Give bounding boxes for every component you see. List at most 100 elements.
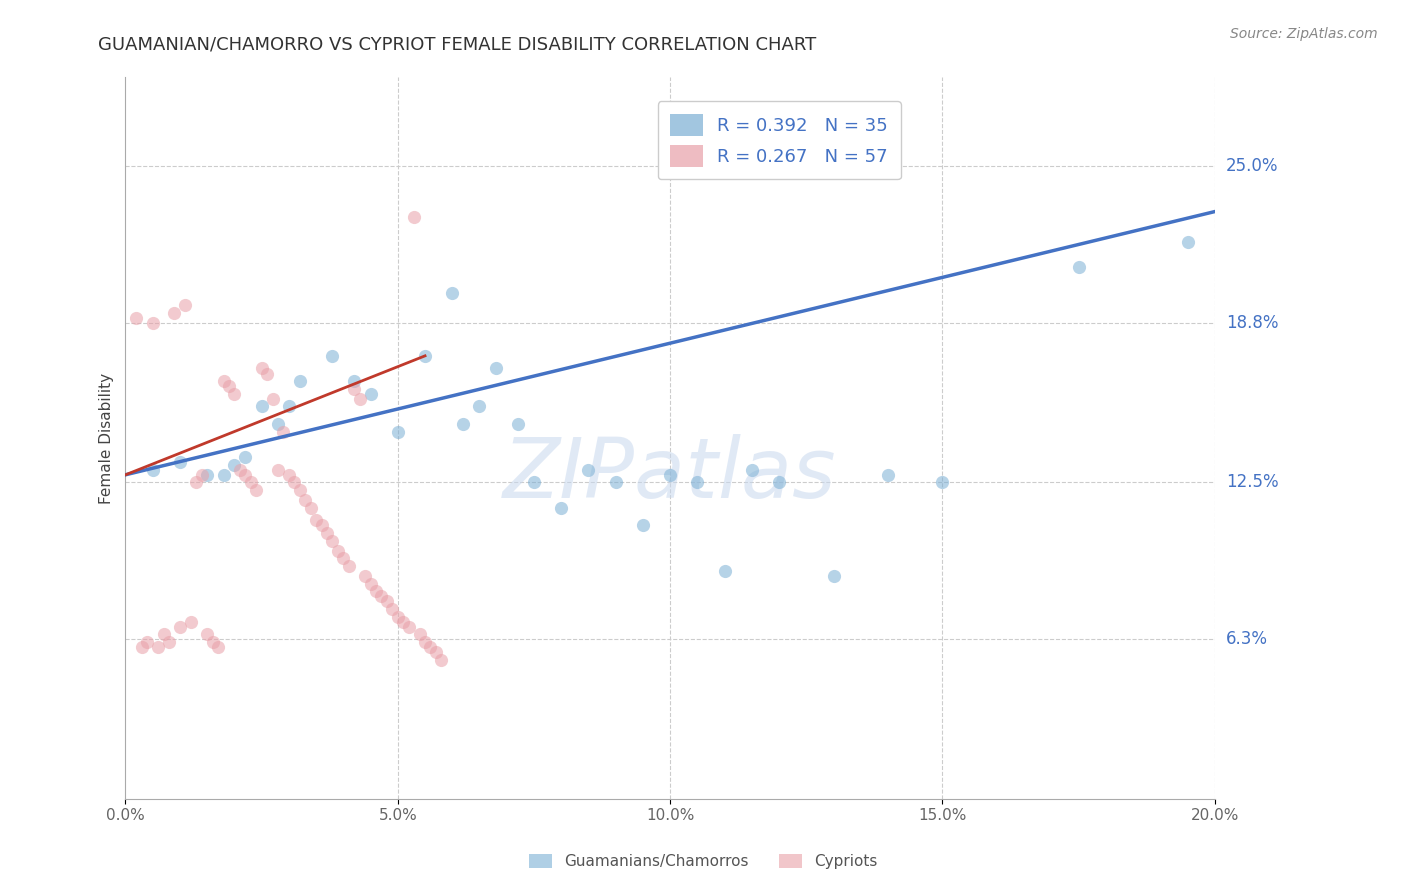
Point (239, 475, 262, 490)
Point (631, 518, 654, 533)
Point (375, 594, 398, 608)
Text: 18.8%: 18.8% (1226, 314, 1278, 332)
Point (311, 518, 333, 533)
Point (468, 400, 491, 414)
Text: 25.0%: 25.0% (1226, 157, 1278, 175)
Point (142, 316, 165, 330)
Point (273, 425, 295, 439)
Point (288, 483, 311, 497)
Point (195, 627, 218, 641)
Point (413, 635, 436, 649)
Point (267, 463, 290, 477)
Point (218, 379, 240, 393)
Point (360, 576, 382, 591)
Text: 6.3%: 6.3% (1226, 631, 1268, 648)
Point (157, 635, 180, 649)
Point (387, 425, 409, 439)
Y-axis label: Female Disability: Female Disability (100, 373, 114, 504)
Point (392, 615, 415, 629)
Point (316, 526, 339, 541)
Point (190, 467, 212, 482)
Point (212, 374, 235, 388)
Legend: Guamanians/Chamorros, Cypriots: Guamanians/Chamorros, Cypriots (523, 848, 883, 875)
Point (413, 349, 436, 363)
Point (387, 609, 409, 624)
Point (163, 306, 186, 320)
Point (146, 640, 169, 654)
Point (169, 620, 191, 634)
Point (136, 635, 159, 649)
Point (207, 640, 229, 654)
Point (212, 467, 235, 482)
Legend: R = 0.392   N = 35, R = 0.267   N = 57: R = 0.392 N = 35, R = 0.267 N = 57 (658, 101, 901, 179)
Point (523, 475, 546, 490)
Point (250, 400, 273, 414)
Point (877, 467, 900, 482)
Point (321, 533, 343, 548)
Point (550, 500, 572, 515)
Point (152, 627, 174, 641)
Point (180, 615, 202, 629)
Point (277, 400, 299, 414)
Point (195, 467, 218, 482)
Point (823, 569, 845, 583)
Point (343, 382, 366, 396)
Point (605, 475, 627, 490)
Point (441, 285, 464, 300)
Point (381, 602, 404, 616)
Point (713, 564, 735, 578)
Point (1067, 260, 1090, 275)
Point (337, 558, 360, 573)
Point (485, 361, 508, 376)
Point (125, 310, 148, 325)
Point (419, 640, 441, 654)
Point (299, 500, 322, 515)
Point (343, 374, 366, 388)
Point (659, 467, 682, 482)
Point (305, 513, 328, 527)
Point (267, 417, 290, 432)
Text: Source: ZipAtlas.com: Source: ZipAtlas.com (1230, 27, 1378, 41)
Point (404, 210, 426, 224)
Point (360, 386, 382, 401)
Point (283, 475, 305, 490)
Point (768, 475, 790, 490)
Point (262, 392, 284, 406)
Point (288, 374, 311, 388)
Point (245, 483, 267, 497)
Point (349, 392, 371, 406)
Point (326, 543, 349, 558)
Point (224, 386, 246, 401)
Point (294, 493, 316, 508)
Text: 12.5%: 12.5% (1226, 474, 1278, 491)
Point (578, 463, 600, 477)
Point (451, 417, 474, 432)
Point (142, 463, 165, 477)
Point (430, 652, 453, 666)
Point (398, 620, 420, 634)
Point (741, 463, 763, 477)
Point (233, 467, 256, 482)
Point (277, 467, 299, 482)
Point (169, 455, 191, 469)
Text: GUAMANIAN/CHAMORRO VS CYPRIOT FEMALE DISABILITY CORRELATION CHART: GUAMANIAN/CHAMORRO VS CYPRIOT FEMALE DIS… (98, 36, 817, 54)
Text: ZIPatlas: ZIPatlas (503, 434, 837, 515)
Point (686, 475, 709, 490)
Point (506, 417, 529, 432)
Point (364, 584, 387, 599)
Point (174, 298, 197, 312)
Point (131, 640, 153, 654)
Point (425, 645, 447, 659)
Point (321, 349, 343, 363)
Point (186, 475, 208, 490)
Point (229, 463, 252, 477)
Point (408, 627, 430, 641)
Point (931, 475, 953, 490)
Point (1177, 235, 1199, 249)
Point (370, 589, 392, 603)
Point (250, 361, 273, 376)
Point (332, 551, 354, 566)
Point (201, 635, 224, 649)
Point (233, 450, 256, 464)
Point (224, 458, 246, 472)
